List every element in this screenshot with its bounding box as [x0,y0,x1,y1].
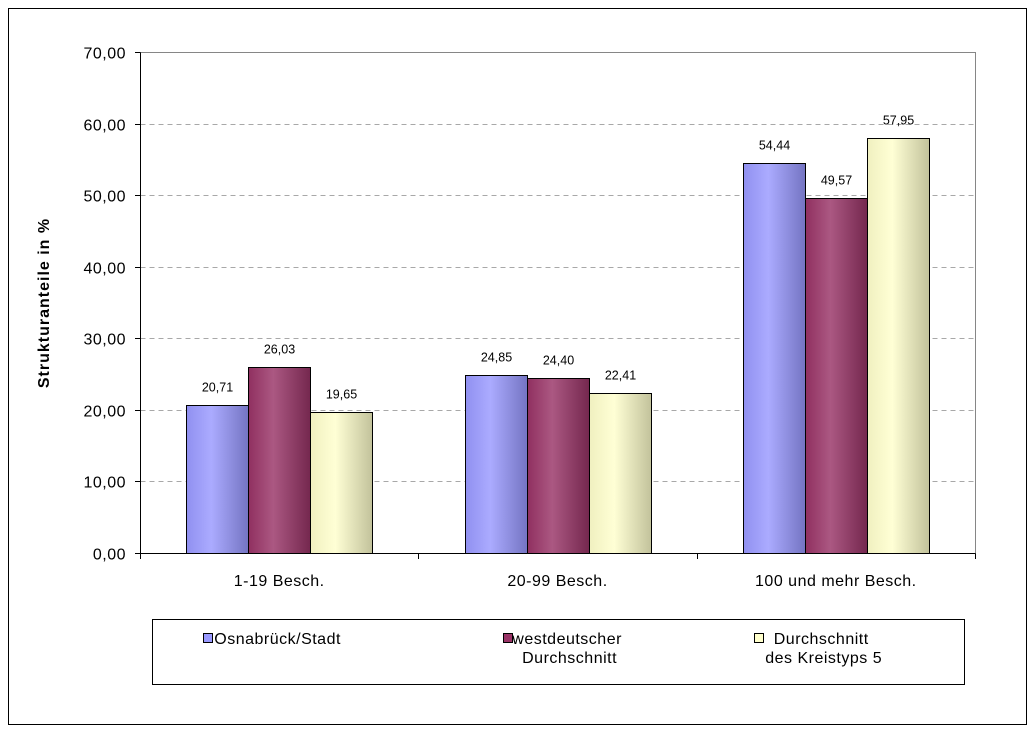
legend-box [152,619,965,685]
legend: Osnabrück/Stadt westdeutscher Durchschnit… [152,619,965,685]
data-label-osnabruck-stadt-100-und-mehr-besch: 54,44 [759,139,790,153]
legend-items: Osnabrück/Stadt westdeutscher Durchschnit… [203,631,882,667]
y-axis-title: Strukturanteile in % [36,218,53,388]
x-axis: 1-19 Besch. 20-99 Besch. 100 und mehr Besc… [140,553,976,590]
legend-swatch [754,633,764,643]
data-label-durchschnitt-des-kreistyps-5-100-und-mehr-besch: 57,95 [883,114,914,128]
bar-osnabruck-stadt-100-und-mehr-besch [743,163,806,554]
bar-osnabruck-stadt-20-99-besch [465,375,528,554]
y-axis: 0,00 10,00 20,00 30,00 40,00 50,00 60,00 70,00 [83,46,141,564]
data-label-durchschnitt-des-kreistyps-5-20-99-besch: 22,41 [605,369,636,383]
data-label-westdeutscher-durchschnitt-100-und-mehr-besch: 49,57 [821,174,852,188]
data-label-durchschnitt-des-kreistyps-5-1-19-besch: 19,65 [326,388,357,402]
legend-label: westdeutscher Durchschnitt [511,631,627,667]
data-labels: 20,71 26,03 19,65 24,85 24,40 22,41 54,44 49,57… [202,114,914,402]
legend-item-westdeutscher-durchschnitt: westdeutscher Durchschnitt [503,631,627,667]
data-label-osnabruck-stadt-1-19-besch: 20,71 [202,381,233,395]
bar-westdeutscher-durchschnitt-1-19-besch [248,367,311,554]
legend-label: Durchschnitt des Kreistyps 5 [765,631,882,667]
bar-westdeutscher-durchschnitt-20-99-besch [527,378,590,554]
y-tick-label: 50,00 [83,189,126,206]
bar-osnabruck-stadt-1-19-besch [186,405,249,554]
data-label-westdeutscher-durchschnitt-20-99-besch: 24,40 [543,354,574,368]
legend-item-durchschnitt-des-kreistyps-5: Durchschnitt des Kreistyps 5 [754,631,882,667]
x-category-label-100-und-mehr-besch: 100 und mehr Besch. [755,573,917,590]
x-category-label-20-99-besch: 20-99 Besch. [507,573,607,590]
bar-durchschnitt-des-kreistyps-5-20-99-besch [589,393,652,554]
y-tick-label: 20,00 [83,404,126,421]
y-tick-label: 10,00 [83,475,126,492]
y-tick-label: 60,00 [83,118,126,135]
legend-label: Osnabrück/Stadt [214,631,341,648]
y-tick-label: 40,00 [83,261,126,278]
legend-swatch [203,633,213,643]
data-label-osnabruck-stadt-20-99-besch: 24,85 [481,351,512,365]
legend-item-osnabruck-stadt: Osnabrück/Stadt [203,631,341,648]
x-category-label-1-19-besch: 1-19 Besch. [234,573,325,590]
bar-westdeutscher-durchschnitt-100-und-mehr-besch [805,198,868,554]
bar-durchschnitt-des-kreistyps-5-1-19-besch [310,412,373,554]
y-tick-label: 70,00 [83,46,126,63]
y-tick-label: 30,00 [83,332,126,349]
data-label-westdeutscher-durchschnitt-1-19-besch: 26,03 [264,343,295,357]
y-tick-label: 0,00 [93,547,126,564]
legend-swatch [503,633,513,643]
bar-durchschnitt-des-kreistyps-5-100-und-mehr-besch [867,138,930,554]
bars [186,138,930,554]
